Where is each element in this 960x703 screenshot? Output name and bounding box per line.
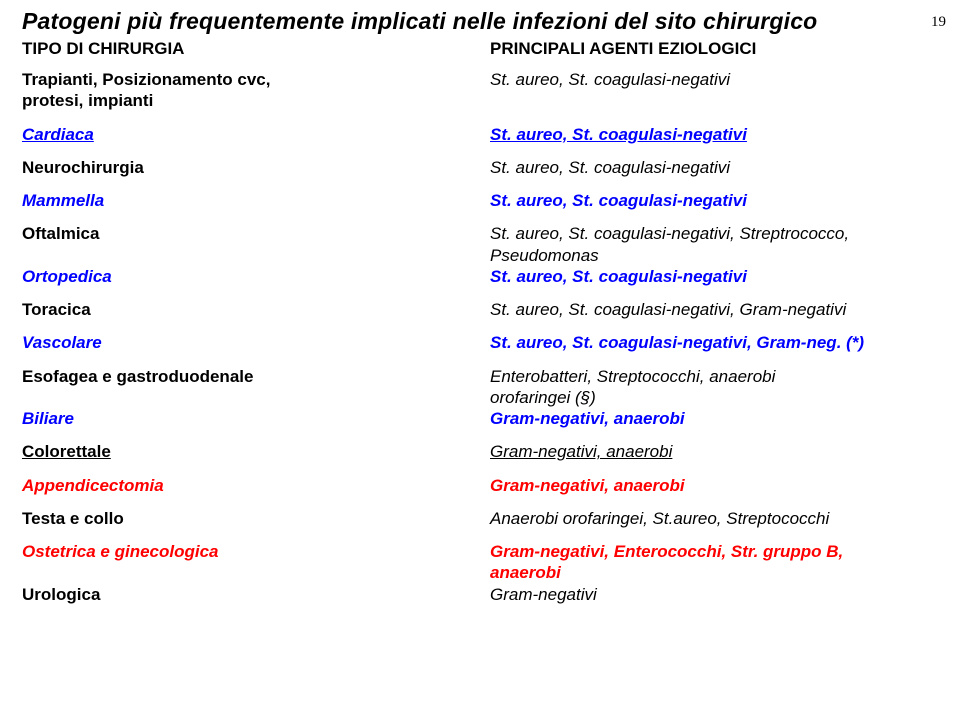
surgery-type: Mammella (22, 190, 470, 211)
agent-label: Gram-negativi, anaerobi (490, 409, 685, 428)
page-title: Patogeni più frequentemente implicati ne… (22, 8, 938, 35)
surgery-label: Neurochirurgia (22, 158, 144, 177)
agents-cell: Gram-negativi, anaerobi (490, 475, 938, 496)
agent-label: Anaerobi orofaringei, St.aureo, Streptoc… (490, 509, 829, 528)
agent-label: Gram-negativi, Enterococchi, Str. gruppo… (490, 542, 843, 561)
surgery-type: Oftalmica (22, 223, 470, 266)
surgery-label: Colorettale (22, 442, 111, 461)
surgery-label: Vascolare (22, 333, 102, 352)
surgery-label: Trapianti, Posizionamento cvc, (22, 70, 270, 89)
surgery-type: Vascolare (22, 332, 470, 353)
surgery-label: Esofagea e gastroduodenale (22, 367, 253, 386)
surgery-label: Oftalmica (22, 224, 99, 243)
agents-cell: St. aureo, St. coagulasi-negativi, Gram-… (490, 332, 938, 353)
agents-cell: St. aureo, St. coagulasi-negativi (490, 266, 938, 287)
surgery-label: protesi, impianti (22, 91, 153, 110)
surgery-label: Cardiaca (22, 125, 94, 144)
agent-label: anaerobi (490, 563, 561, 582)
agents-cell: Gram-negativi, Enterococchi, Str. gruppo… (490, 541, 938, 584)
surgery-type: Ortopedica (22, 266, 470, 287)
page-number: 19 (931, 14, 946, 31)
agent-label: Enterobatteri, Streptococchi, anaerobi (490, 367, 775, 386)
agents-cell: St. aureo, St. coagulasi-negativi (490, 190, 938, 211)
surgery-type: Appendicectomia (22, 475, 470, 496)
surgery-label: Urologica (22, 585, 100, 604)
agents-cell: Enterobatteri, Streptococchi, anaerobi or… (490, 366, 938, 409)
surgery-label: Biliare (22, 409, 74, 428)
agents-cell: Gram-negativi (490, 584, 938, 605)
agents-cell: Gram-negativi, anaerobi (490, 441, 938, 462)
agent-label: St. aureo, St. coagulasi-negativi (490, 191, 747, 210)
surgery-type: Trapianti, Posizionamento cvc, protesi, … (22, 69, 470, 112)
surgery-type: Colorettale (22, 441, 470, 462)
agents-cell: Gram-negativi, anaerobi (490, 408, 938, 429)
agent-label: St. aureo, St. coagulasi-negativi, Gram-… (490, 333, 864, 352)
agent-label: St. aureo, St. coagulasi-negativi (490, 70, 730, 89)
surgery-type: Cardiaca (22, 124, 470, 145)
surgery-label: Appendicectomia (22, 476, 164, 495)
surgery-label: Testa e collo (22, 509, 124, 528)
agents-cell: Anaerobi orofaringei, St.aureo, Streptoc… (490, 508, 938, 529)
surgery-type: Esofagea e gastroduodenale (22, 366, 470, 409)
agent-label: Gram-negativi, anaerobi (490, 476, 685, 495)
agents-cell: St. aureo, St. coagulasi-negativi, Strep… (490, 223, 938, 266)
agents-cell: St. aureo, St. coagulasi-negativi, Gram-… (490, 299, 938, 320)
surgery-label: Ortopedica (22, 267, 112, 286)
agent-label: St. aureo, St. coagulasi-negativi (490, 158, 730, 177)
col-header-right: PRINCIPALI AGENTI EZIOLOGICI (490, 39, 938, 59)
surgery-label: Ostetrica e ginecologica (22, 542, 219, 561)
surgery-type: Biliare (22, 408, 470, 429)
content-grid: TIPO DI CHIRURGIA PRINCIPALI AGENTI EZIO… (22, 39, 938, 617)
surgery-type: Ostetrica e ginecologica (22, 541, 470, 584)
agent-label: orofaringei (§) (490, 388, 596, 407)
agent-label: Gram-negativi, anaerobi (490, 442, 672, 461)
surgery-label: Toracica (22, 300, 91, 319)
agent-label: St. aureo, St. coagulasi-negativi (490, 125, 747, 144)
surgery-type: Neurochirurgia (22, 157, 470, 178)
agents-cell: St. aureo, St. coagulasi-negativi (490, 124, 938, 145)
col-header-left: TIPO DI CHIRURGIA (22, 39, 470, 59)
agents-cell: St. aureo, St. coagulasi-negativi (490, 69, 938, 112)
surgery-type: Urologica (22, 584, 470, 605)
surgery-type: Testa e collo (22, 508, 470, 529)
agent-label: St. aureo, St. coagulasi-negativi, Strep… (490, 224, 849, 243)
agent-label: St. aureo, St. coagulasi-negativi, Gram-… (490, 300, 846, 319)
surgery-type: Toracica (22, 299, 470, 320)
agent-label: Pseudomonas (490, 246, 599, 265)
surgery-label: Mammella (22, 191, 104, 210)
agent-label: St. aureo, St. coagulasi-negativi (490, 267, 747, 286)
agents-cell: St. aureo, St. coagulasi-negativi (490, 157, 938, 178)
page-root: 19 Patogeni più frequentemente implicati… (0, 0, 960, 703)
agent-label: Gram-negativi (490, 585, 597, 604)
